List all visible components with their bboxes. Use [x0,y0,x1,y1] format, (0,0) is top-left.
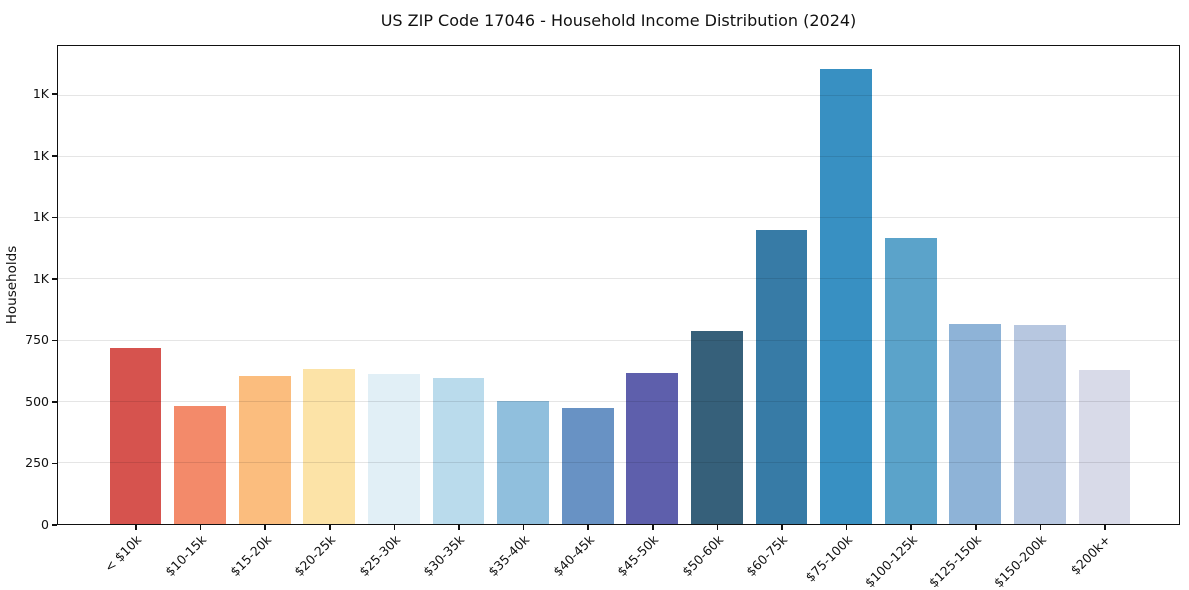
x-tick [522,525,525,530]
x-tick [199,525,202,530]
x-tick-label: $75-100k [802,532,856,585]
x-tick [781,525,783,530]
y-tick-label: 1K [32,270,49,286]
y-tick-label: 750 [25,332,49,348]
x-tick-label: $60-75k [743,532,791,580]
x-tick-label: $200k+ [1067,532,1114,578]
x-tick-label: $50-60k [678,532,726,580]
y-tick [52,155,57,157]
y-tick-label: 250 [25,455,49,471]
bar-10k [109,348,162,524]
gridline [58,94,1179,96]
bar-30-35k [432,378,485,524]
gridline [58,217,1179,219]
x-tick-label: $25-30k [355,532,403,580]
x-tick [845,525,848,530]
bar-100-125k [884,237,937,524]
x-tick [1039,525,1042,530]
bar-10-15k [174,406,226,524]
y-tick [52,462,57,465]
x-tick-label: $15-20k [226,532,274,580]
x-tick-label: $45-50k [614,532,662,580]
y-tick-label: 1K [32,86,49,102]
y-tick-label: 1K [32,209,49,225]
gridline [58,400,1179,402]
x-tick [458,525,460,530]
bar-200k [1078,370,1131,524]
y-tick-label: 500 [25,393,49,409]
x-tick-label: $125-150k [926,532,985,590]
y-tick [52,216,57,219]
x-tick [1104,525,1106,530]
bar-25-30k [368,373,420,524]
y-tick [52,401,57,403]
x-tick-label: $40-45k [549,532,597,580]
x-tick [587,525,589,530]
bar-60-75k [755,230,808,524]
x-tick [652,525,654,530]
bar-125-150k [949,323,1002,524]
gridline [58,156,1179,158]
x-tick-label: < $10k [101,532,145,575]
bar-50-60k [691,330,743,524]
chart-title: US ZIP Code 17046 - Household Income Dis… [380,11,857,30]
bar-20-25k [303,368,356,524]
x-tick-label: $150-200k [990,532,1049,590]
x-tick [135,525,137,530]
x-tick-label: $20-25k [291,532,339,580]
y-tick-label: 0 [41,517,49,532]
x-tick [975,525,977,530]
gridline [58,339,1179,341]
bar-35-40k [497,400,549,524]
x-tick-label: $10-15k [162,532,210,580]
y-tick [52,339,57,342]
x-tick [264,525,266,530]
bar-75-100k [820,69,872,524]
bar-15-20k [238,376,291,524]
x-tick [910,525,912,530]
y-tick [52,278,57,280]
x-tick-label: $100-125k [861,532,920,590]
x-tick [393,525,396,530]
y-tick [52,524,57,526]
gridline [58,461,1179,463]
gridline [58,278,1179,280]
x-tick-label: $35-40k [485,532,533,580]
y-tick-label: 1K [32,147,49,163]
bar-40-45k [561,407,614,524]
bar-150-200k [1014,324,1066,524]
y-tick [52,93,57,95]
plot-area [57,45,1180,525]
x-tick-label: $30-35k [420,532,468,580]
x-tick [329,525,331,530]
bar-45-50k [626,373,679,524]
x-tick [716,525,719,530]
